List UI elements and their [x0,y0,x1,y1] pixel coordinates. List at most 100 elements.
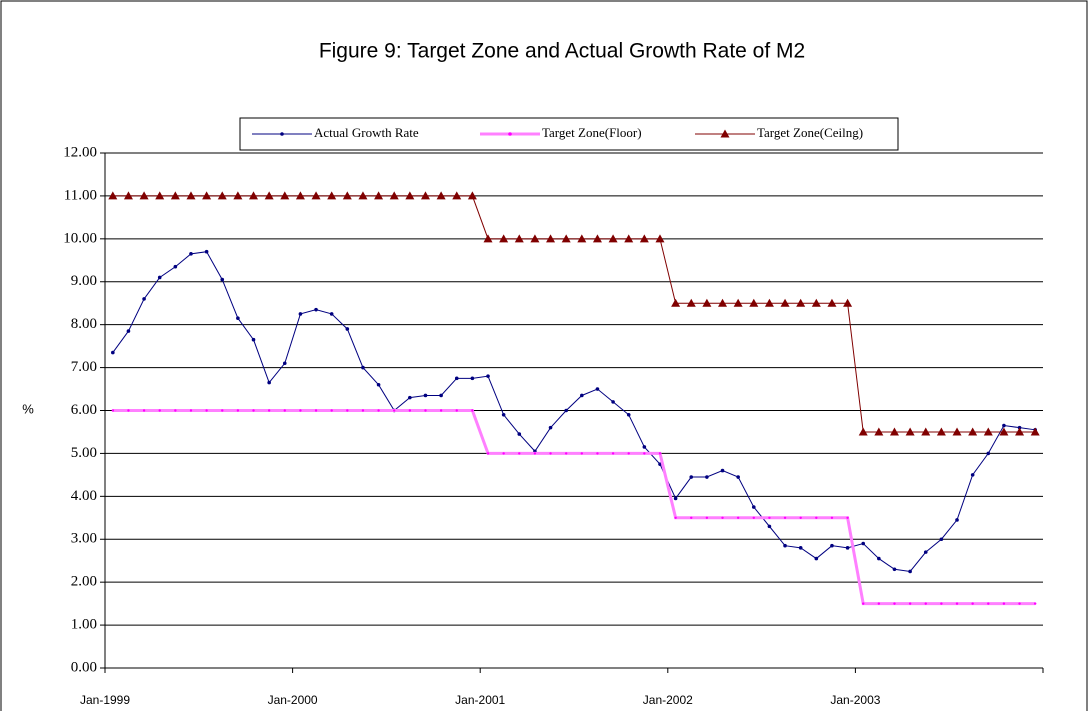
point-marker [142,297,146,301]
point-marker [546,234,556,243]
point-marker [999,427,1009,436]
point-marker [374,191,384,200]
point-marker [892,567,897,572]
point-marker [393,409,396,412]
point-marker [298,312,303,316]
point-marker [577,234,587,243]
point-marker [642,445,647,449]
point-marker [674,516,677,519]
y-tick-label: 2.00 [71,574,97,590]
point-marker [486,452,490,455]
point-marker [686,298,696,307]
x-tick-label: Jan-1999 [80,693,130,707]
point-marker [952,427,962,436]
point-marker [564,408,568,413]
point-marker [389,191,399,200]
point-marker [923,550,928,554]
point-marker [736,516,740,519]
series-line [112,251,1036,572]
point-marker [189,252,193,256]
point-marker [889,427,899,436]
series-line [112,409,1036,606]
point-marker [877,556,881,561]
point-marker [718,298,728,307]
point-marker [408,395,412,400]
point-marker [220,277,225,282]
y-tick-label: 1.00 [71,617,97,633]
y-tick-label: 5.00 [71,445,97,461]
point-marker [311,191,321,200]
point-marker [561,234,571,243]
point-marker [249,191,259,200]
point-marker [502,452,505,455]
point-marker [361,409,365,412]
point-marker [267,380,271,385]
point-marker [783,543,787,548]
point-marker [517,432,522,436]
point-marker [702,298,712,307]
point-marker [751,505,756,509]
point-marker [329,312,334,316]
point-marker [940,602,943,605]
x-tick-label: Jan-2003 [830,693,880,707]
point-marker [361,365,365,370]
point-marker [877,602,881,605]
point-marker [905,427,915,436]
point-marker [111,350,115,355]
chart-title: Figure 9: Target Zone and Actual Growth … [319,40,805,63]
y-tick-label: 11.00 [64,187,97,203]
legend-marker [280,132,284,136]
legend-marker [508,132,512,136]
point-marker [874,427,884,436]
series-line [112,195,1036,433]
point-marker [564,452,568,455]
point-marker [376,382,381,387]
point-marker [705,516,709,519]
point-marker [202,191,212,200]
point-marker [721,516,724,519]
point-marker [671,298,681,307]
point-marker [596,452,599,455]
point-marker [127,409,130,412]
point-marker [1030,427,1040,436]
point-marker [264,191,274,200]
point-marker [655,234,665,243]
point-marker [936,427,946,436]
point-marker [483,234,493,243]
y-tick-label: 10.00 [63,230,97,246]
point-marker [752,516,755,519]
point-marker [592,234,602,243]
point-marker [658,452,662,455]
point-marker [217,191,227,200]
point-marker [924,602,927,605]
point-marker [158,409,161,412]
point-marker [346,409,349,412]
point-marker [1018,602,1021,605]
point-marker [236,316,240,321]
y-tick-label: 0.00 [71,659,97,675]
point-marker [123,191,133,200]
point-marker [799,516,802,519]
point-marker [548,425,553,430]
point-marker [611,400,615,404]
point-marker [295,191,305,200]
y-axis-label: % [22,401,34,416]
point-marker [233,191,243,200]
point-marker [908,569,912,574]
point-marker [236,409,240,412]
point-marker [173,264,178,269]
point-marker [514,234,524,243]
point-marker [342,191,352,200]
point-marker [626,412,631,417]
y-tick-label: 12.00 [63,144,97,160]
point-marker [1015,427,1025,436]
point-marker [405,191,415,200]
point-marker [252,409,255,412]
point-marker [814,556,819,561]
point-marker [221,409,224,412]
point-marker [846,516,849,519]
point-marker [796,298,806,307]
point-marker [155,191,165,200]
point-marker [267,409,271,412]
